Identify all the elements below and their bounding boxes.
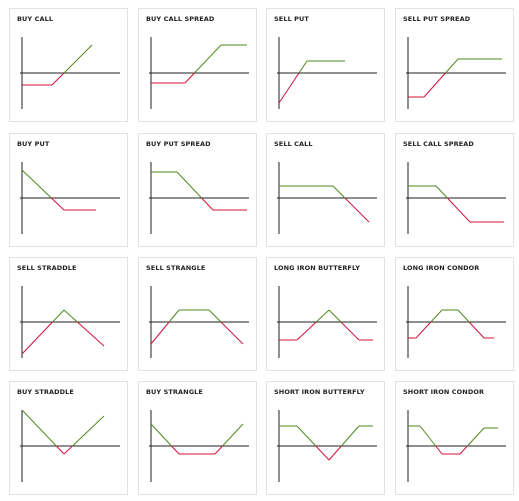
strategy-card: SELL CALL — [266, 133, 385, 247]
payoff-segment — [423, 72, 446, 98]
payoff-segment — [328, 309, 342, 323]
payoff-segment — [56, 445, 65, 455]
payoff-segment — [72, 415, 105, 447]
card-title: SELL CALL SPREAD — [403, 140, 474, 148]
payoff-segment — [296, 321, 317, 341]
card-title: SHORT IRON CONDOR — [403, 388, 485, 396]
strategy-card: BUY STRADDLE — [9, 381, 128, 495]
payoff-diagram — [406, 37, 506, 109]
payoff-diagram — [406, 162, 506, 234]
payoff-segment — [51, 197, 65, 211]
payoff-segment — [296, 425, 317, 447]
card-title: BUY PUT SPREAD — [146, 140, 211, 148]
payoff-segment — [445, 58, 459, 74]
payoff-segment — [315, 445, 330, 461]
payoff-diagram — [149, 410, 249, 482]
strategy-card: SHORT IRON CONDOR — [395, 381, 514, 495]
payoff-segment — [21, 169, 52, 199]
card-title: BUY STRANGLE — [146, 388, 203, 396]
payoff-segment — [63, 445, 73, 455]
payoff-segment — [21, 409, 57, 447]
strategy-card: BUY CALL SPREAD — [138, 8, 257, 122]
payoff-segment — [459, 445, 468, 455]
payoff-diagram — [149, 286, 249, 358]
payoff-diagram — [277, 286, 377, 358]
payoff-segment — [457, 309, 470, 323]
payoff-segment — [415, 321, 432, 339]
payoff-segment — [21, 321, 53, 355]
card-title: SELL PUT SPREAD — [403, 15, 471, 23]
payoff-segment — [344, 197, 370, 223]
card-title: SHORT IRON BUTTERFLY — [274, 388, 365, 396]
payoff-segment — [150, 423, 172, 447]
payoff-diagram — [20, 37, 120, 109]
card-title: SELL STRADDLE — [17, 264, 77, 272]
card-title: LONG IRON CONDOR — [403, 264, 480, 272]
payoff-diagram — [406, 410, 506, 482]
payoff-segment — [315, 309, 330, 323]
card-title: BUY CALL — [17, 15, 54, 23]
payoff-diagram — [277, 410, 377, 482]
payoff-segment — [220, 321, 244, 345]
payoff-segment — [419, 425, 437, 447]
payoff-segment — [171, 445, 180, 455]
strategy-card: BUY STRANGLE — [138, 381, 257, 495]
strategy-card: SHORT IRON BUTTERFLY — [266, 381, 385, 495]
payoff-segment — [435, 445, 443, 455]
payoff-segment — [184, 72, 195, 84]
payoff-segment — [51, 72, 65, 86]
payoff-segment — [467, 427, 485, 447]
strategy-card: SELL PUT SPREAD — [395, 8, 514, 122]
payoff-diagram — [277, 37, 377, 109]
payoff-diagram — [20, 286, 120, 358]
card-title: SELL STRANGLE — [146, 264, 206, 272]
payoff-segment — [76, 321, 105, 347]
strategy-card: SELL STRANGLE — [138, 257, 257, 371]
payoff-segment — [52, 309, 65, 323]
card-title: SELL CALL — [274, 140, 313, 148]
payoff-segment — [278, 72, 300, 104]
payoff-diagram — [20, 162, 120, 234]
payoff-segment — [201, 197, 214, 211]
payoff-segment — [150, 321, 170, 345]
strategy-card: BUY PUT SPREAD — [138, 133, 257, 247]
payoff-segment — [208, 309, 222, 323]
payoff-segment — [298, 60, 308, 74]
payoff-segment — [214, 445, 223, 455]
card-title: LONG IRON BUTTERFLY — [274, 264, 360, 272]
payoff-segment — [176, 171, 202, 199]
payoff-segment — [446, 197, 471, 223]
strategy-card: SELL STRADDLE — [9, 257, 128, 371]
payoff-segment — [168, 309, 180, 323]
payoff-segment — [63, 309, 78, 323]
payoff-segment — [332, 185, 346, 199]
strategy-card: LONG IRON BUTTERFLY — [266, 257, 385, 371]
payoff-segment — [340, 425, 360, 447]
strategy-card: BUY PUT — [9, 133, 128, 247]
payoff-segment — [194, 44, 222, 74]
card-title: BUY STRADDLE — [17, 388, 74, 396]
strategy-card: BUY CALL — [9, 8, 128, 122]
payoff-segment — [340, 321, 360, 341]
payoff-segment — [63, 44, 93, 74]
payoff-diagram — [277, 162, 377, 234]
strategy-card: SELL CALL SPREAD — [395, 133, 514, 247]
payoff-diagram — [149, 162, 249, 234]
payoff-diagram — [149, 37, 249, 109]
payoff-segment — [430, 309, 443, 323]
strategy-card: SELL PUT — [266, 8, 385, 122]
payoff-segment — [435, 185, 448, 199]
payoff-segment — [328, 445, 342, 461]
payoff-diagram — [20, 409, 120, 482]
strategy-card: LONG IRON CONDOR — [395, 257, 514, 371]
card-title: BUY CALL SPREAD — [146, 15, 215, 23]
payoff-segment — [468, 321, 485, 339]
payoff-diagram — [406, 286, 506, 358]
card-title: BUY PUT — [17, 140, 50, 148]
card-title: SELL PUT — [274, 15, 309, 23]
payoff-segment — [222, 423, 244, 447]
